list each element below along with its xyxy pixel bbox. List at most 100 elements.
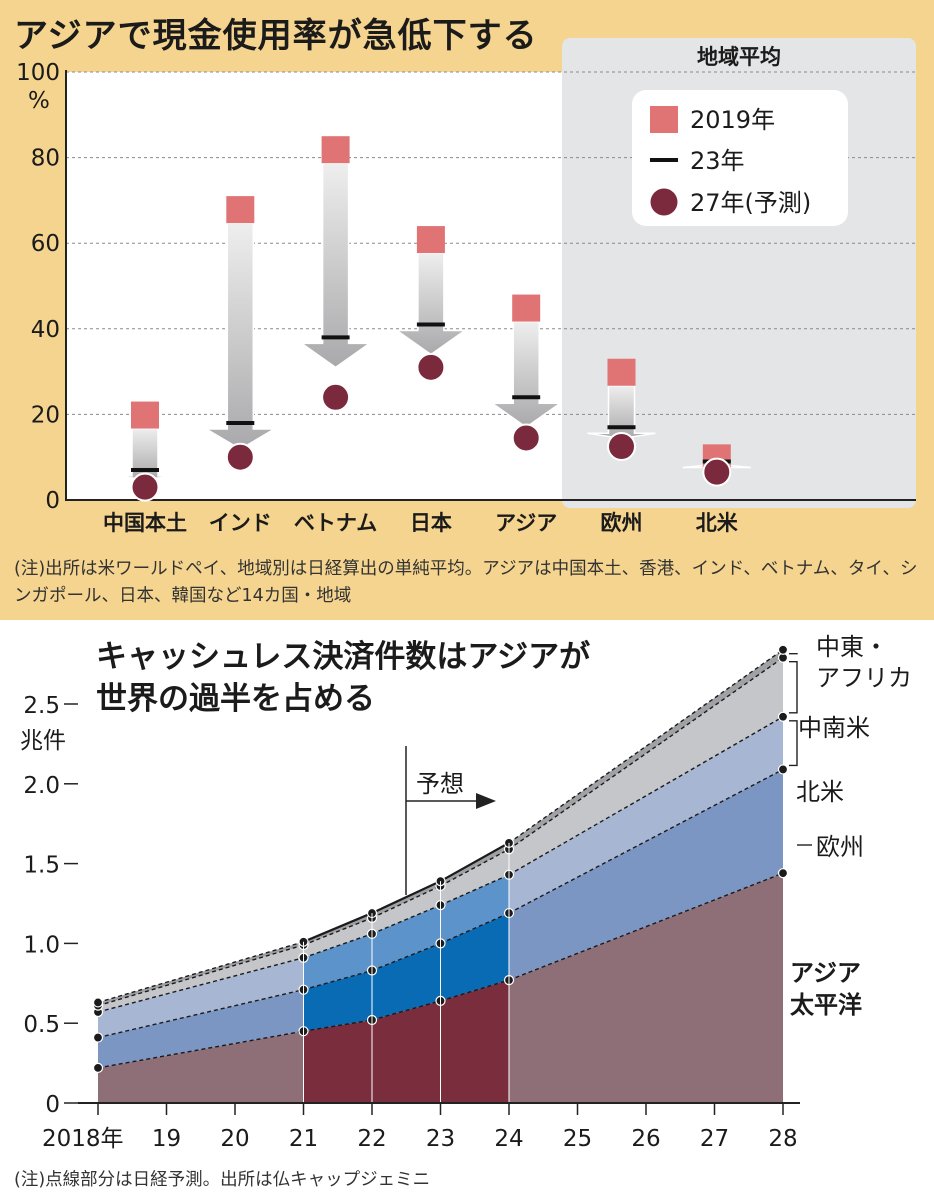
data-point [777, 644, 789, 655]
forecast-arrow-head [476, 793, 496, 809]
legend-box [632, 90, 848, 226]
dot-2027 [321, 382, 351, 412]
x-tick-label: 20 [220, 1126, 249, 1152]
series-label-asia-2: 太平洋 [790, 991, 862, 1019]
category-label: 北米 [696, 511, 739, 535]
y-tick-label: 60 [31, 231, 60, 257]
bar-2019 [512, 294, 541, 322]
category-label: アジア [495, 511, 557, 535]
series-boundary-line [97, 989, 304, 1039]
x-tick-label: 24 [494, 1126, 523, 1152]
series-boundary-line [440, 848, 510, 887]
dot-2027 [511, 423, 541, 453]
dot-2027 [130, 472, 160, 502]
series-boundary-line [508, 872, 784, 981]
decline-arrow [110, 427, 180, 480]
y-unit-label: % [28, 88, 50, 114]
chart2-title: キャッシュレス決済件数はアジアが 世界の過半を占める [96, 636, 590, 720]
legend-label: 27年(予測) [690, 189, 811, 217]
category-label: 中国本土 [103, 511, 187, 535]
series-boundary-line [371, 904, 441, 935]
legend-label: 2019年 [690, 106, 775, 134]
area-middle-east-africa [509, 649, 783, 850]
x-tick-label: 2018年 [42, 1126, 124, 1152]
chart2-title-line2: 世界の過半を占める [96, 681, 375, 717]
bar-2019 [131, 401, 159, 429]
y-tick-label: 0.5 [23, 1012, 60, 1038]
decline-arrow [203, 222, 278, 451]
decline-arrow [587, 385, 656, 440]
category-label: ベトナム [294, 511, 377, 535]
data-point [777, 711, 789, 722]
series-boundary-line [303, 912, 373, 943]
x-tick-label: 19 [152, 1126, 181, 1152]
series-label-asia: アジア [790, 959, 861, 987]
series-label-latam: 中南米 [798, 714, 870, 742]
y-tick-label: 40 [31, 317, 60, 343]
series-label-mea: 中東・ [816, 633, 888, 661]
y-tick-label: 20 [31, 402, 60, 428]
bar-2019 [226, 196, 255, 224]
region-average-header: 地域平均 [697, 45, 781, 69]
na-bracket [789, 720, 798, 767]
dot-2027 [702, 457, 732, 487]
decline-arrow [394, 252, 468, 356]
data-point [777, 868, 789, 879]
series-boundary-line [97, 944, 304, 1007]
series-boundary-line [371, 880, 441, 915]
series-boundary-line [97, 957, 304, 1013]
area-asia-pacific [98, 1031, 304, 1103]
area-asia-pacific [509, 873, 783, 1103]
y-tick-label: 2.5 [23, 693, 60, 719]
x-tick-label: 23 [426, 1126, 455, 1152]
series-boundary-line [97, 941, 304, 1004]
y-tick-label: 1.0 [23, 932, 60, 958]
area-north-america [98, 957, 304, 1038]
legend-label: 23年 [690, 147, 745, 175]
x-tick-label: 22 [357, 1126, 386, 1152]
cash-usage-chart: 地域平均 0 20 40 60 80 100% 中国本土 インド ベトナム 日本 アジア 欧州 北米 201… [16, 38, 916, 535]
y-unit-label: 兆件 [20, 728, 66, 754]
y-tick-label: 1.5 [23, 853, 60, 879]
chart2-title-line1: キャッシュレス決済件数はアジアが [96, 639, 591, 675]
area-asia-pacific [303, 980, 509, 1103]
data-point [777, 764, 789, 775]
x-tick-label: 26 [631, 1126, 660, 1152]
legend-swatch-2027 [650, 188, 678, 216]
series-label-mea-2: アフリカ [816, 664, 912, 692]
series-boundary-line [303, 1019, 373, 1032]
area-middle-east-africa [303, 842, 509, 945]
bar-2019 [607, 358, 636, 386]
area-north-america [303, 874, 509, 990]
x-tick-label: 25 [563, 1126, 592, 1152]
decline-arrow [489, 320, 563, 429]
bar-2019 [321, 136, 350, 164]
area-latin-america [98, 944, 304, 1013]
series-boundary-line [371, 885, 441, 919]
dot-2027 [607, 432, 636, 461]
data-point [92, 1062, 104, 1073]
series-boundary-line [440, 874, 510, 906]
x-tick-label: 21 [289, 1126, 318, 1152]
chart1-note: (注)出所は米ワールドペイ、地域別は日経算出の単純平均。アジアは中国本土、香港、… [14, 559, 918, 606]
legend-swatch-2019 [650, 106, 678, 133]
area-middle-east-africa [98, 941, 304, 1006]
dot-2027 [225, 442, 255, 472]
decline-arrow [299, 162, 372, 369]
series-boundary-line [508, 768, 784, 914]
chart1-title: アジアで現金使用率が急低下する [14, 16, 538, 56]
latam-bracket [789, 661, 798, 714]
series-boundary-line [440, 979, 510, 1002]
series-boundary-line [508, 716, 784, 876]
y-tick-label: 2.0 [23, 773, 60, 799]
area-europe [98, 989, 304, 1068]
series-boundary-line [440, 912, 510, 945]
y-tick-label: 0 [45, 488, 60, 514]
series-label-na: 北米 [796, 778, 844, 806]
area-europe [509, 769, 783, 981]
x-tick-label: 27 [700, 1126, 729, 1152]
series-label-europe: 欧州 [816, 833, 864, 861]
category-label: インド [209, 511, 272, 535]
forecast-label: 予想 [416, 770, 464, 798]
